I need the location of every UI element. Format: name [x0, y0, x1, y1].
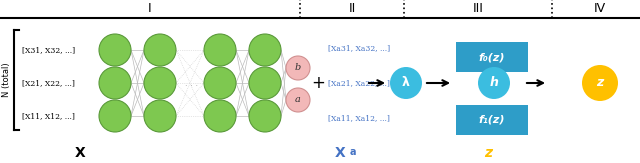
Text: [Xa31, Xa32, ...]: [Xa31, Xa32, ...]: [328, 44, 390, 52]
Text: [X31, X32, ...]: [X31, X32, ...]: [22, 46, 75, 54]
Text: . . .: . . .: [186, 79, 198, 88]
Circle shape: [99, 34, 131, 66]
Circle shape: [478, 67, 510, 99]
Text: a: a: [295, 96, 301, 104]
Text: h: h: [490, 76, 499, 89]
Text: λ: λ: [402, 76, 410, 89]
Circle shape: [144, 100, 176, 132]
Text: X: X: [75, 146, 85, 160]
Text: b: b: [295, 64, 301, 73]
Circle shape: [286, 56, 310, 80]
Circle shape: [249, 34, 281, 66]
Text: a: a: [350, 147, 356, 157]
Text: f₀(z): f₀(z): [479, 52, 505, 62]
Text: +: +: [311, 74, 325, 92]
Text: N (total): N (total): [1, 63, 10, 97]
Text: z: z: [596, 76, 604, 89]
Circle shape: [390, 67, 422, 99]
Text: [X21, X22, ...]: [X21, X22, ...]: [22, 79, 75, 87]
Text: III: III: [472, 1, 483, 15]
Circle shape: [144, 34, 176, 66]
Circle shape: [99, 67, 131, 99]
Circle shape: [204, 67, 236, 99]
Circle shape: [582, 65, 618, 101]
Circle shape: [204, 100, 236, 132]
Circle shape: [99, 100, 131, 132]
Circle shape: [204, 34, 236, 66]
FancyBboxPatch shape: [456, 105, 528, 135]
Circle shape: [249, 67, 281, 99]
Circle shape: [286, 88, 310, 112]
Text: I: I: [148, 1, 152, 15]
Text: IV: IV: [594, 1, 606, 15]
Text: [X11, X12, ...]: [X11, X12, ...]: [22, 112, 75, 120]
Text: [Xa11, Xa12, ...]: [Xa11, Xa12, ...]: [328, 114, 390, 122]
Text: z: z: [484, 146, 492, 160]
Text: X: X: [335, 146, 346, 160]
Circle shape: [144, 67, 176, 99]
Circle shape: [249, 100, 281, 132]
FancyBboxPatch shape: [456, 42, 528, 72]
Text: II: II: [348, 1, 356, 15]
Text: f₁(z): f₁(z): [479, 115, 505, 125]
Text: [Xa21, Xa22, ...]: [Xa21, Xa22, ...]: [328, 79, 390, 87]
